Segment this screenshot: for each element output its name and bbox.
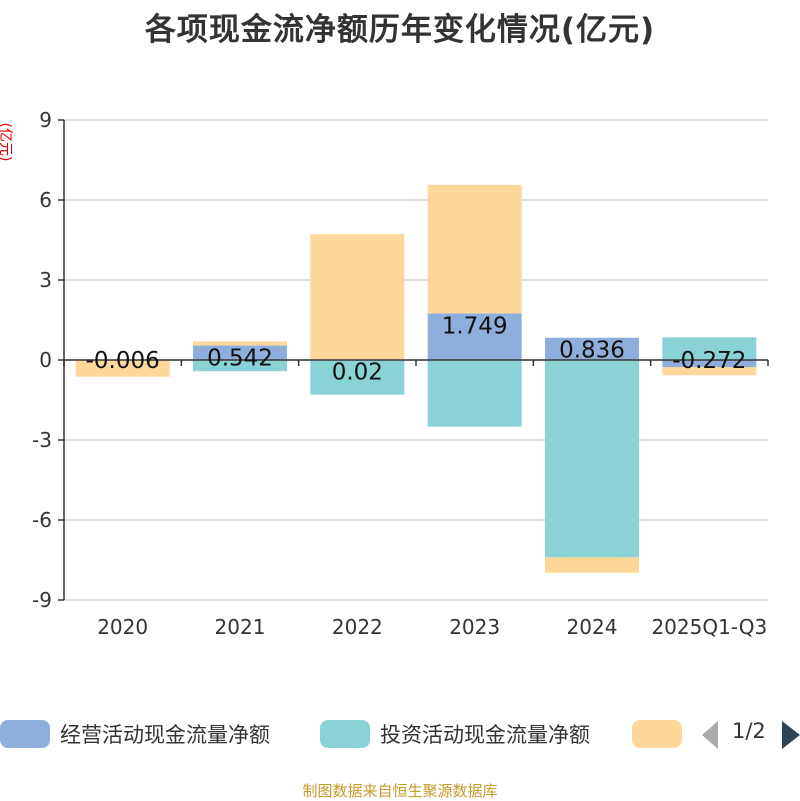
bar-financing-2021[interactable] [193, 341, 287, 346]
y-tick-label: -9 [32, 588, 52, 612]
bar-financing-2022[interactable] [310, 234, 405, 360]
y-tick-label: 0 [39, 348, 52, 372]
x-tick-label: 2025Q1-Q3 [651, 615, 767, 639]
data-label: 0.02 [332, 359, 383, 385]
bar-financing-2024[interactable] [545, 557, 639, 573]
x-tick-label: 2023 [449, 615, 500, 639]
legend-next-page-icon[interactable] [782, 721, 800, 749]
x-tick-label: 2020 [97, 615, 148, 639]
legend-swatch-operating [0, 720, 50, 748]
legend-page-indicator: 1/2 [732, 719, 766, 743]
bar-investing-2022[interactable] [310, 360, 405, 395]
legend-swatch-investing [320, 720, 370, 748]
data-labels: -0.006 0.542 0.02 1.749 0.836 -0.272 [86, 313, 747, 385]
legend-label-investing: 投资活动现金流量净额 [380, 723, 590, 747]
data-label: 1.749 [442, 313, 508, 339]
bar-investing-2024[interactable] [545, 360, 639, 558]
bar-operating-2024[interactable] [545, 337, 639, 360]
data-label: 0.542 [207, 346, 273, 372]
bar-investing-2025Q1-Q3[interactable] [662, 337, 757, 360]
bar-investing-2021[interactable] [193, 360, 287, 372]
y-tick-label: -3 [32, 428, 52, 452]
data-label: -0.272 [672, 348, 746, 374]
x-tick-label: 2024 [567, 615, 618, 639]
bar-investing-2023[interactable] [427, 360, 522, 427]
legend-prev-page-icon[interactable] [702, 721, 718, 749]
bar-financing-2025Q1-Q3[interactable] [662, 367, 757, 376]
bar-financing-2023[interactable] [427, 184, 522, 314]
bar-financing-2020[interactable] [75, 360, 170, 377]
bar-operating-2021[interactable] [193, 345, 287, 360]
y-tick-label: 3 [39, 268, 52, 292]
data-source-note: 制图数据来自恒生聚源数据库 [302, 782, 498, 800]
x-tick-label: 2021 [215, 615, 266, 639]
legend-swatch-financing [632, 720, 682, 748]
bar-marks [75, 184, 757, 573]
axes: 9 6 3 0 -3 -6 -9 2020 2021 2022 2023 2024 2025Q1-Q3 [32, 108, 769, 639]
bar-operating-2023[interactable] [427, 313, 522, 360]
y-tick-label: 6 [39, 188, 52, 212]
y-tick-label: -6 [32, 508, 52, 532]
data-label: -0.006 [86, 348, 160, 374]
x-tick-label: 2022 [332, 615, 383, 639]
bar-operating-2025Q1-Q3[interactable] [662, 360, 757, 368]
legend: 经营活动现金流量净额 投资活动现金流量净额 [0, 716, 800, 756]
chart-title: 各项现金流净额历年变化情况(亿元) [144, 12, 656, 48]
legend-pager: 1/2 [702, 716, 800, 756]
legend-label-operating: 经营活动现金流量净额 [60, 723, 270, 747]
y-tick-label: 9 [39, 108, 52, 132]
data-label: 0.836 [559, 338, 625, 364]
